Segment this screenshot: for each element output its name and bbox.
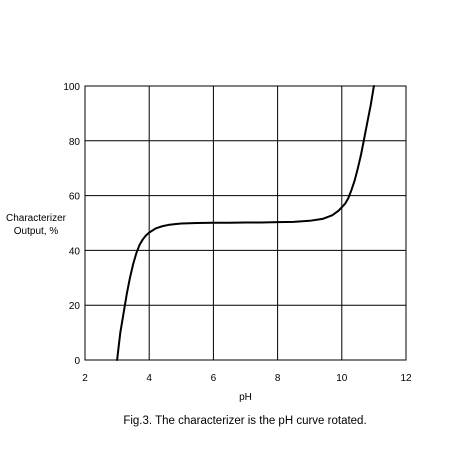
x-tick-labels: 2 4 6 8 10 12	[82, 373, 412, 384]
y-tick-label-1: 20	[69, 301, 81, 312]
y-tick-labels: 0 20 40 60 80 100	[63, 82, 80, 367]
x-tick-label-2: 6	[211, 373, 217, 384]
y-tick-label-4: 80	[69, 137, 81, 148]
x-axis-label: pH	[239, 392, 252, 403]
y-tick-label-0: 0	[74, 356, 80, 367]
y-axis-label-line2: Output, %	[14, 226, 59, 237]
x-tick-label-1: 4	[146, 373, 152, 384]
x-tick-label-5: 12	[400, 373, 412, 384]
y-axis-label-line1: Characterizer	[6, 213, 67, 224]
figure-caption: Fig.3. The characterizer is the pH curve…	[123, 415, 366, 427]
x-tick-label-0: 2	[82, 373, 88, 384]
plot-frame	[84, 85, 407, 361]
y-tick-label-5: 100	[63, 82, 80, 93]
series-line-0	[116, 85, 375, 361]
series-lines	[116, 85, 375, 361]
y-tick-label-2: 40	[69, 246, 81, 257]
y-tick-label-3: 60	[69, 192, 81, 203]
x-tick-label-3: 8	[275, 373, 281, 384]
x-tick-label-4: 10	[336, 373, 348, 384]
